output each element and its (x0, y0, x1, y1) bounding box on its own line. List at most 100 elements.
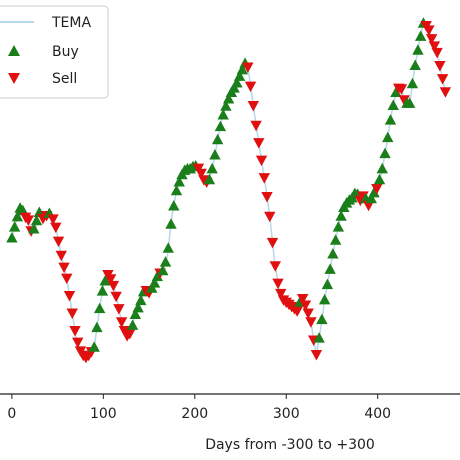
buy-marker (390, 86, 402, 97)
buy-marker (409, 59, 421, 71)
sell-marker (431, 47, 443, 59)
sell-marker (72, 337, 84, 349)
sell-marker (253, 138, 265, 149)
signal-markers (6, 17, 452, 364)
sell-marker (371, 184, 383, 195)
legend-label-buy: Buy (52, 44, 79, 60)
buy-marker (157, 264, 169, 276)
sell-marker (107, 280, 120, 292)
sell-marker (425, 34, 438, 45)
buy-marker (162, 242, 174, 253)
buy-marker (368, 186, 380, 198)
buy-marker (313, 332, 325, 343)
sell-marker (104, 274, 117, 285)
sell-marker (291, 306, 303, 317)
buy-marker (132, 301, 144, 313)
sell-marker (52, 236, 65, 248)
buy-marker (327, 248, 339, 259)
x-tick-label: 400 (364, 406, 391, 422)
sell-marker (63, 291, 76, 302)
sell-marker (302, 308, 314, 320)
sell-marker (269, 261, 281, 272)
buy-marker (11, 210, 24, 222)
buy-marker (318, 293, 331, 305)
sell-marker (258, 173, 270, 184)
buy-marker (365, 192, 377, 204)
buy-marker (211, 133, 224, 145)
legend-box (0, 5, 109, 99)
sell-marker (247, 101, 260, 112)
sell-marker (272, 278, 284, 290)
buy-marker (135, 294, 147, 306)
sell-marker (310, 350, 323, 361)
sell-marker (423, 25, 435, 36)
buy-marker (373, 173, 386, 185)
sell-marker (115, 317, 128, 328)
buy-marker (30, 214, 43, 226)
buy-marker (88, 341, 100, 352)
x-tick-label: 0 (7, 406, 16, 422)
buy-marker (324, 263, 336, 274)
buy-marker (382, 131, 394, 143)
buy-marker (376, 162, 388, 174)
sell-marker (110, 291, 122, 303)
buy-marker (329, 234, 342, 245)
sell-marker (61, 273, 73, 285)
buy-marker (148, 277, 161, 288)
sell-marker (250, 120, 262, 132)
buy-marker (203, 173, 216, 185)
sell-marker (261, 192, 273, 203)
sell-marker (47, 214, 59, 225)
sell-marker (264, 211, 276, 223)
sell-marker (436, 74, 449, 85)
buy-marker (316, 313, 328, 325)
buy-marker (168, 200, 180, 211)
sell-marker (362, 200, 375, 212)
buy-marker (321, 278, 334, 290)
buy-marker (99, 274, 111, 286)
buy-marker (93, 302, 106, 314)
buy-marker (8, 221, 21, 232)
buy-marker (379, 147, 391, 159)
buy-marker (236, 63, 249, 75)
buy-marker (406, 77, 419, 89)
sell-marker (434, 61, 446, 72)
buy-marker (96, 285, 109, 296)
buy-marker (159, 256, 172, 267)
buy-marker (28, 222, 40, 234)
buy-marker (412, 44, 424, 55)
x-tick-label: 100 (90, 406, 117, 422)
legend: TEMA Buy Sell (0, 5, 109, 99)
buy-marker (231, 76, 243, 88)
x-axis-label: Days from -300 to +300 (205, 437, 375, 453)
buy-marker (165, 218, 177, 229)
legend-sell-swatch (8, 73, 20, 84)
legend-label-sell: Sell (52, 71, 77, 87)
buy-marker (384, 114, 397, 125)
sell-marker (305, 317, 317, 328)
sell-marker (113, 304, 125, 315)
buy-marker (414, 30, 427, 41)
sell-marker (275, 288, 287, 300)
buy-marker (233, 70, 246, 81)
sell-marker (66, 308, 78, 320)
sell-marker (69, 325, 81, 337)
legend-buy-swatch (8, 45, 20, 56)
buy-marker (209, 149, 221, 160)
buy-marker (173, 175, 185, 187)
buy-marker (126, 319, 139, 330)
sell-marker (395, 84, 408, 95)
sell-marker (266, 237, 279, 249)
sell-marker (195, 168, 207, 180)
sell-marker (428, 41, 441, 52)
legend-entries: TEMA Buy Sell (0, 15, 91, 87)
buy-marker (6, 232, 18, 243)
buy-marker (222, 92, 235, 104)
x-tick-label: 200 (181, 406, 208, 422)
sell-marker (242, 62, 254, 73)
sell-marker (22, 215, 35, 226)
sell-marker (244, 81, 257, 93)
buy-marker (335, 210, 347, 221)
buy-marker (214, 120, 227, 132)
sell-marker (255, 155, 268, 167)
